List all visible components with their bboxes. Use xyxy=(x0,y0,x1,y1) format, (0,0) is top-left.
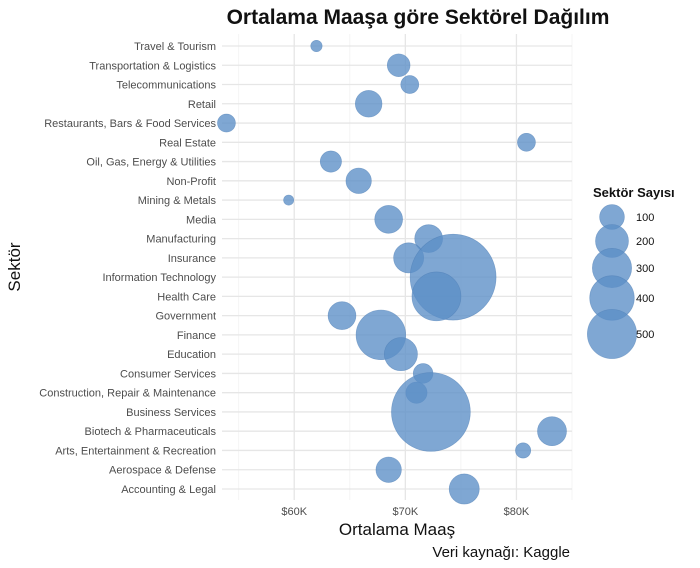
y-tick-label: Oil, Gas, Energy & Utilities xyxy=(86,157,216,169)
legend-label: 300 xyxy=(636,263,654,275)
x-tick-label: $70K xyxy=(392,506,418,518)
y-tick-label: Mining & Metals xyxy=(138,195,217,207)
data-point xyxy=(400,75,420,94)
caption: Veri kaynağı: Kaggle xyxy=(432,544,570,561)
y-tick-label: Information Technology xyxy=(102,272,216,284)
chart-title: Ortalama Maaşa göre Sektörel Dağılım xyxy=(227,6,610,29)
y-tick-label: Transportation & Logistics xyxy=(89,60,216,72)
y-tick-label: Retail xyxy=(188,99,216,111)
data-point xyxy=(515,442,532,459)
y-tick-label: Insurance xyxy=(168,253,216,265)
y-tick-label: Non-Profit xyxy=(166,176,216,188)
y-tick-label: Travel & Tourism xyxy=(134,41,216,53)
legend-label: 200 xyxy=(636,236,654,248)
data-point xyxy=(386,53,411,77)
data-point xyxy=(448,473,480,505)
y-tick-label: Telecommunications xyxy=(116,80,216,92)
y-tick-label: Consumer Services xyxy=(120,368,216,380)
legend-key xyxy=(587,309,637,359)
data-point xyxy=(310,40,323,52)
legend-label: 500 xyxy=(636,329,654,341)
y-tick-label: Real Estate xyxy=(159,137,216,149)
y-tick-label: Health Care xyxy=(157,291,216,303)
x-tick-label: $60K xyxy=(281,506,307,518)
x-axis-ticks: $60K $70K $80K xyxy=(281,506,530,518)
data-point xyxy=(283,194,295,206)
data-point xyxy=(355,90,383,118)
data-point xyxy=(374,205,403,234)
y-tick-label: Manufacturing xyxy=(146,234,216,246)
legend-label: 400 xyxy=(636,293,654,305)
legend-label: 100 xyxy=(636,212,654,224)
grid xyxy=(222,34,573,500)
y-tick-label: Construction, Repair & Maintenance xyxy=(39,388,216,400)
data-point xyxy=(383,337,418,372)
y-tick-label: Aerospace & Defense xyxy=(109,465,216,477)
y-tick-label: Media xyxy=(186,214,217,226)
data-points xyxy=(217,40,567,505)
legend-title: Sektör Sayısı xyxy=(593,185,675,200)
y-tick-label: Government xyxy=(155,311,216,323)
legend: Sektör Sayısı 100 200 300 400 500 xyxy=(587,185,675,359)
y-tick-label: Education xyxy=(167,349,216,361)
x-tick-label: $80K xyxy=(504,506,530,518)
data-point xyxy=(517,133,536,152)
y-tick-label: Finance xyxy=(177,330,216,342)
y-tick-label: Business Services xyxy=(126,407,216,419)
y-tick-label: Arts, Entertainment & Recreation xyxy=(55,445,216,457)
data-point xyxy=(375,456,402,483)
x-axis-title: Ortalama Maaş xyxy=(339,520,455,539)
data-point xyxy=(345,167,372,194)
data-point xyxy=(217,113,236,133)
y-tick-label: Biotech & Pharmaceuticals xyxy=(85,426,217,438)
data-point xyxy=(391,372,471,452)
y-axis-ticks: Travel & Tourism Transportation & Logisti… xyxy=(39,41,217,496)
data-point xyxy=(319,150,342,173)
y-axis-title: Sektör xyxy=(5,242,24,291)
y-tick-label: Restaurants, Bars & Food Services xyxy=(44,118,216,130)
data-point xyxy=(411,271,462,322)
data-point xyxy=(537,416,567,447)
y-tick-label: Accounting & Legal xyxy=(121,484,216,496)
data-point xyxy=(327,301,357,330)
